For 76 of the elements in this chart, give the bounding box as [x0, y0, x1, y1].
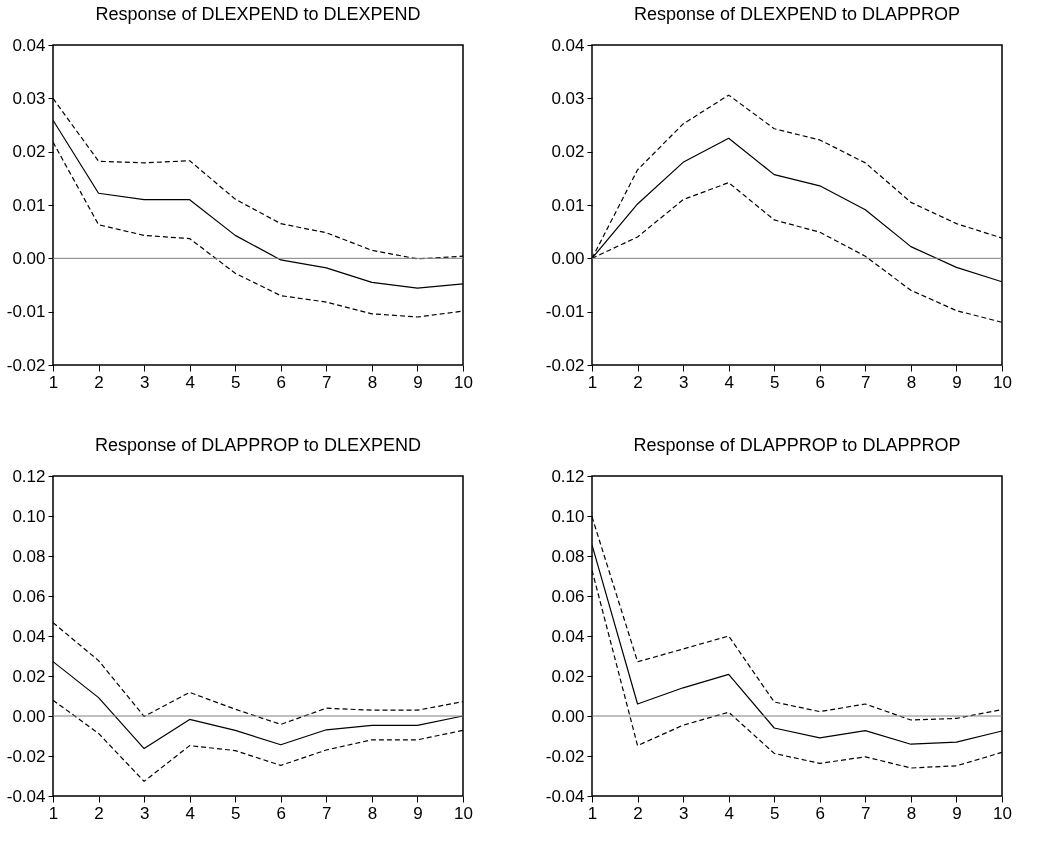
x-tick-label: 10	[993, 803, 1012, 823]
x-tick-label: 2	[94, 803, 104, 823]
y-tick-label: 0.00	[12, 248, 46, 268]
y-tick-label: 0.03	[551, 88, 585, 108]
x-tick-label: 1	[587, 372, 598, 392]
y-tick-label: 0.06	[12, 586, 46, 606]
y-tick-label: -0.02	[6, 746, 46, 766]
x-tick-label: 6	[815, 803, 826, 823]
x-tick-label: 4	[724, 803, 734, 823]
y-tick-label: 0.01	[551, 195, 585, 215]
x-tick-label: 5	[769, 372, 780, 392]
x-tick-label: 3	[139, 372, 150, 392]
x-tick-label: 9	[413, 803, 423, 823]
x-tick-label: 10	[454, 372, 473, 392]
x-tick-label: 8	[906, 803, 917, 823]
y-tick-label: 0.10	[12, 506, 46, 526]
x-tick-label: 4	[724, 372, 734, 392]
y-tick-label: 0.12	[551, 466, 585, 486]
x-tick-label: 3	[139, 803, 150, 823]
x-tick-label: 3	[678, 803, 689, 823]
chart-title: Response of DLAPPROP to DLEXPEND	[95, 435, 421, 455]
x-tick-label: 3	[678, 372, 689, 392]
y-tick-label: 0.01	[12, 195, 46, 215]
x-tick-label: 10	[993, 372, 1012, 392]
y-tick-label: 0.08	[12, 546, 46, 566]
y-tick-label: 0.00	[551, 706, 585, 726]
y-tick-label: -0.01	[545, 302, 585, 322]
y-tick-label: 0.12	[12, 466, 46, 486]
y-tick-label: 0.03	[12, 88, 46, 108]
x-tick-label: 2	[94, 372, 104, 392]
x-tick-label: 1	[48, 372, 59, 392]
x-tick-label: 6	[276, 372, 287, 392]
y-tick-label: -0.02	[6, 355, 46, 375]
y-tick-label: 0.04	[551, 35, 585, 55]
y-tick-label: -0.01	[6, 302, 46, 322]
y-tick-label: -0.04	[6, 786, 46, 806]
x-tick-label: 4	[185, 803, 195, 823]
y-tick-label: 0.02	[551, 142, 585, 162]
x-tick-label: 5	[230, 803, 241, 823]
y-tick-label: -0.04	[545, 786, 585, 806]
y-tick-label: 0.02	[12, 142, 46, 162]
x-tick-label: 8	[906, 372, 917, 392]
x-tick-label: 6	[815, 372, 826, 392]
x-tick-label: 1	[587, 803, 598, 823]
y-tick-label: -0.02	[545, 746, 585, 766]
x-tick-label: 7	[322, 372, 332, 392]
x-tick-label: 5	[230, 372, 241, 392]
y-tick-label: 0.00	[551, 248, 585, 268]
y-tick-label: -0.02	[545, 355, 585, 375]
y-tick-label: 0.08	[551, 546, 585, 566]
x-tick-label: 9	[413, 372, 423, 392]
x-tick-label: 9	[952, 803, 962, 823]
chart-title: Response of DLEXPEND to DLEXPEND	[95, 4, 421, 24]
x-tick-label: 4	[185, 372, 195, 392]
x-tick-label: 2	[633, 372, 643, 392]
y-tick-label: 0.06	[551, 586, 585, 606]
x-tick-label: 7	[322, 803, 332, 823]
x-tick-label: 8	[367, 803, 378, 823]
x-tick-label: 1	[48, 803, 59, 823]
chart-title: Response of DLAPPROP to DLAPPROP	[633, 435, 961, 455]
x-tick-label: 7	[861, 372, 871, 392]
y-tick-label: 0.04	[12, 626, 46, 646]
y-tick-label: 0.02	[12, 666, 46, 686]
y-tick-label: 0.04	[12, 35, 46, 55]
y-tick-label: 0.02	[551, 666, 585, 686]
x-tick-label: 2	[633, 803, 643, 823]
chart-title: Response of DLEXPEND to DLAPPROP	[633, 4, 961, 24]
x-tick-label: 8	[367, 372, 378, 392]
x-tick-label: 9	[952, 372, 962, 392]
y-tick-label: 0.10	[551, 506, 585, 526]
x-tick-label: 10	[454, 803, 473, 823]
x-tick-label: 7	[861, 803, 871, 823]
x-tick-label: 6	[276, 803, 287, 823]
y-tick-label: 0.00	[12, 706, 46, 726]
x-tick-label: 5	[769, 803, 780, 823]
y-tick-label: 0.04	[551, 626, 585, 646]
